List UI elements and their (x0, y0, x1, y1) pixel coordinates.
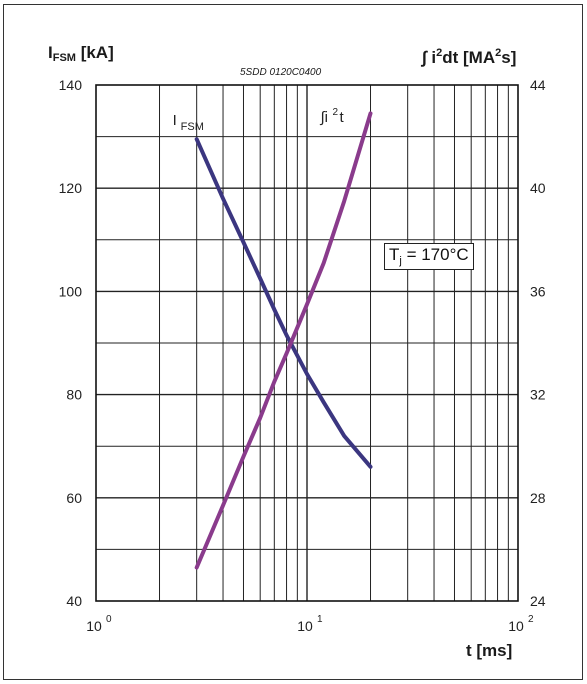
x-tick-exponent: 0 (106, 614, 112, 625)
y-left-tick-label: 140 (59, 77, 83, 93)
temperature-annotation: Tj = 170°C (384, 243, 474, 270)
y-right-tick-label: 36 (530, 283, 546, 299)
y-left-tick-label: 100 (59, 283, 83, 299)
y-left-tick-label: 40 (66, 593, 82, 609)
x-tick-label: 10 (86, 618, 102, 634)
x-tick-exponent: 1 (317, 614, 323, 625)
chart-frame: 140 120 100 80 60 40 44 40 36 32 28 24 10 0 10 1 10 2 I FSM… (3, 4, 583, 680)
series-label-i2t-sup: 2 (333, 107, 339, 118)
part-number: 5SDD 0120C0400 (240, 67, 322, 78)
y-axis-right-title: ∫ i2dt [MA2s] (422, 47, 517, 67)
y-right-tick-label: 44 (530, 77, 546, 93)
y-left-tick-label: 80 (66, 387, 82, 403)
plot-border (95, 84, 519, 602)
y-right-tick-label: 40 (530, 180, 546, 196)
y-right-tick-label: 28 (530, 490, 546, 506)
y-right-tick-label: 32 (530, 387, 546, 403)
x-tick-label: 10 (297, 618, 313, 634)
series-label-ifsm-sub: FSM (181, 121, 204, 133)
x-tick-label: 10 (508, 618, 524, 634)
x-tick-exponent: 2 (528, 614, 534, 625)
y-right-tick-label: 24 (530, 593, 546, 609)
series-line-ifsm (194, 137, 373, 469)
x-axis-title: t [ms] (466, 641, 513, 660)
y-left-tick-label: 120 (59, 180, 83, 196)
series-label-i2t: ∫i (320, 109, 328, 126)
series-label-i2t-rest: t (340, 109, 345, 126)
series-label-ifsm: I (173, 112, 177, 129)
series-line-i2t (194, 111, 373, 570)
y-left-tick-label: 60 (66, 490, 82, 506)
y-axis-left-title: IFSM [kA] (48, 43, 114, 64)
